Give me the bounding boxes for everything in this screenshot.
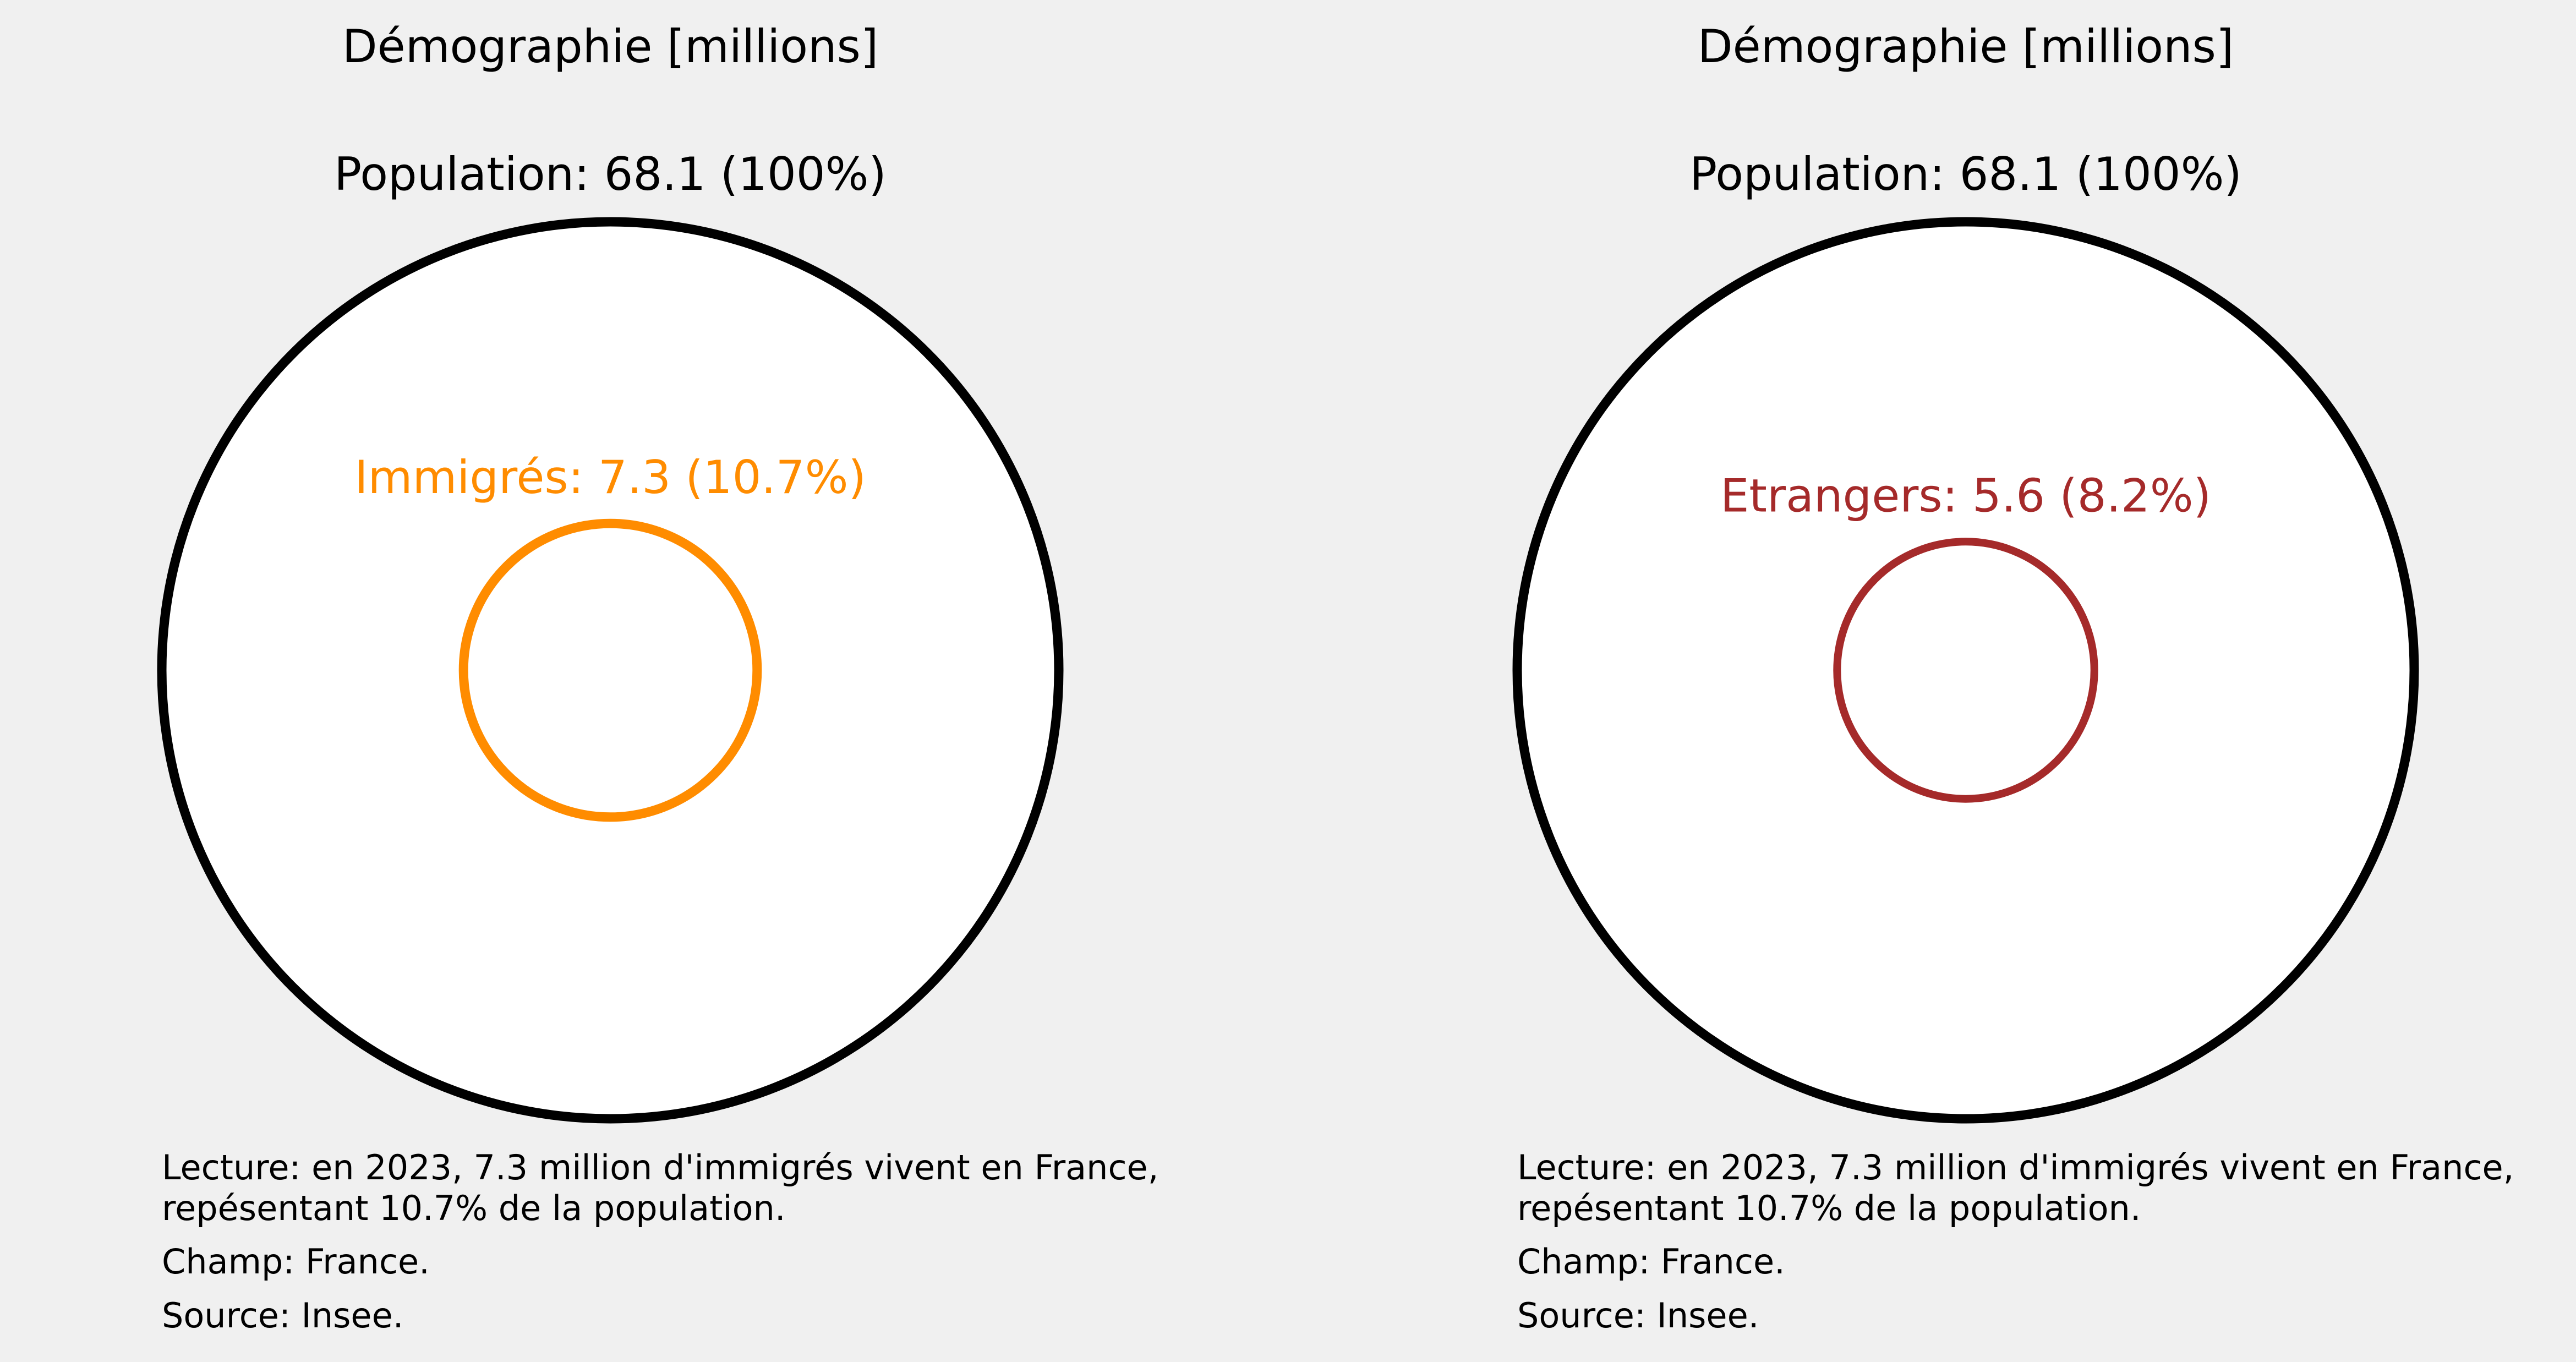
source-note: Source: Insee. [162, 1295, 403, 1336]
source-note: Source: Insee. [1517, 1295, 1759, 1336]
panel-immigres: Démographie [millions] Population: 68.1 … [157, 20, 1158, 1336]
population-total-label: Population: 68.1 (100%) [1689, 147, 2242, 201]
chart-title: Démographie [millions] [342, 20, 879, 73]
lecture-note-line1: Lecture: en 2023, 7.3 million d'immigrés… [162, 1147, 1158, 1188]
immigres-circle [458, 518, 762, 822]
champ-note: Champ: France. [1517, 1241, 1785, 1282]
chart-title: Démographie [millions] [1698, 20, 2234, 73]
population-total-circle [1512, 217, 2419, 1124]
champ-note: Champ: France. [162, 1241, 430, 1282]
immigres-label: Immigrés: 7.3 (10.7%) [354, 451, 866, 504]
lecture-note-line2: repésentant 10.7% de la population. [1517, 1188, 2141, 1228]
etrangers-circle [1833, 538, 2098, 803]
population-total-circle [157, 217, 1064, 1124]
etrangers-label: Etrangers: 5.6 (8.2%) [1720, 469, 2211, 522]
panel-etrangers: Démographie [millions] Population: 68.1 … [1512, 20, 2514, 1336]
lecture-note-line1: Lecture: en 2023, 7.3 million d'immigrés… [1517, 1147, 2514, 1188]
lecture-note-line2: repésentant 10.7% de la population. [162, 1188, 786, 1228]
population-total-label: Population: 68.1 (100%) [334, 147, 887, 201]
